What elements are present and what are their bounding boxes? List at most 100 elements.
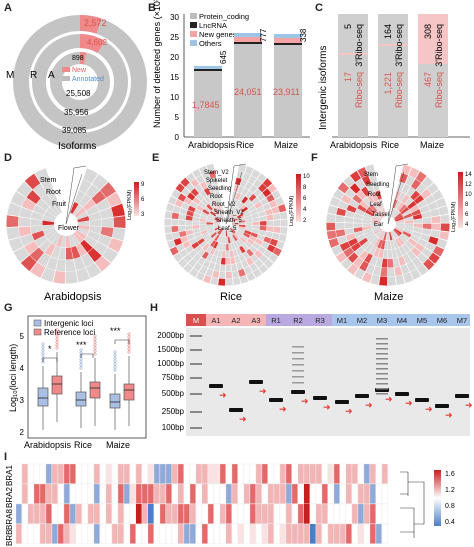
box-outlier [41, 351, 45, 355]
circos-cell [335, 252, 348, 264]
circos-cell [266, 244, 276, 253]
circos-cell [230, 257, 236, 265]
circos-cell [392, 239, 399, 249]
panel-d-circos: Stem Root Fruit Flower Log₂(FPKM) 9 6 3 … [6, 165, 145, 302]
circos-cell [206, 253, 213, 262]
circos-cell [371, 221, 381, 224]
top-label-rice: 3'Ribo-seq [394, 24, 404, 67]
heatmap-cell [105, 523, 112, 544]
band-arrow-icon: ➜ [345, 406, 353, 416]
circos-cell [245, 218, 253, 223]
circos-cell [231, 221, 239, 224]
box-outlier [41, 342, 45, 346]
circos-cell [179, 249, 189, 258]
circos-cell [335, 229, 346, 238]
circos-cell [377, 209, 384, 218]
circos-cell [238, 224, 246, 228]
circos-cell [77, 224, 90, 231]
circos-cell [71, 245, 81, 259]
circos-cell [41, 179, 54, 194]
circos-cell [232, 270, 240, 279]
heatmap-cell [177, 483, 184, 504]
heatmap-cell [57, 463, 64, 484]
heatmap-cell [117, 523, 124, 544]
circos-cell [203, 187, 211, 196]
circos-cell [46, 207, 58, 218]
heatmap-cell [27, 483, 34, 504]
circos-cell [407, 250, 417, 261]
circos-cell [30, 262, 46, 278]
circos-cell [72, 204, 83, 216]
heatmap-cell [237, 463, 244, 484]
bar-label-rice: 24,051 [234, 87, 262, 97]
gel-smear [292, 364, 304, 366]
heatmap-cell [255, 503, 262, 524]
legend-tick-f: 8 [465, 202, 469, 208]
heatmap-cell [165, 483, 172, 504]
lane-label: A1 [211, 316, 220, 325]
heatmap-cell [51, 483, 58, 504]
circos-cell [76, 267, 91, 283]
circos-cell [173, 237, 182, 246]
gel-smear [376, 363, 388, 365]
circos-cell [413, 223, 423, 229]
bar-rice-protein [234, 44, 262, 137]
heatmap-cell [297, 523, 304, 544]
circos-dendrogram [65, 165, 87, 225]
heatmap-legend-tick: 0.4 [445, 519, 455, 526]
circos-cell [264, 259, 274, 269]
box-outlier [79, 366, 83, 370]
circos-cell [85, 184, 100, 199]
circos-cell [193, 212, 201, 218]
circos-cell [249, 245, 258, 254]
heatmap-cell [267, 523, 274, 544]
heatmap-cell [33, 503, 40, 524]
circos-cell [83, 199, 96, 211]
circos-cell [379, 276, 388, 286]
panel-label-b: B [148, 2, 156, 14]
circos-cell [275, 196, 285, 206]
heatmap-cell [45, 503, 52, 524]
circos-cell [240, 179, 248, 188]
circos-cell [44, 243, 56, 257]
heatmap-cell [315, 523, 322, 544]
circos-cell [226, 278, 233, 286]
bar-label-maize: 23,911 [273, 87, 300, 97]
gel-band [269, 398, 283, 402]
heatmap-cell [285, 483, 292, 504]
circos-cell [51, 245, 61, 259]
box-outlier [113, 359, 117, 363]
circos-cell [381, 207, 387, 217]
circos-cell [232, 199, 238, 207]
new-value-a: 898 [72, 55, 84, 62]
heatmap-cell [57, 523, 64, 544]
circos-cell [235, 177, 242, 186]
heatmap-cell [123, 503, 130, 524]
circos-cell [384, 240, 388, 250]
legend-others: Others [199, 39, 222, 48]
ladder-band [190, 363, 202, 365]
circos-cell [266, 220, 274, 226]
heatmap-cell [148, 504, 154, 524]
heatmap-cell [309, 483, 316, 504]
heatmap-cell [141, 483, 148, 504]
ladder-label: 750bp [162, 373, 185, 382]
circos-cell [337, 235, 348, 245]
gel-band [415, 398, 429, 402]
top-value-arabidopsis: 5 [343, 24, 353, 29]
circos-cell [179, 230, 187, 238]
circos-cell [438, 205, 449, 216]
circos-cell [230, 227, 236, 234]
lane-label: M2 [357, 316, 367, 325]
circos-cell [251, 213, 259, 219]
heatmap-cell [45, 483, 52, 504]
circos-cell [42, 220, 55, 226]
box-outlier [113, 368, 117, 372]
circos-cell [248, 193, 257, 202]
heatmap-cell [159, 523, 166, 544]
tissue-spikelet: Spikelet [206, 178, 228, 184]
circos-cell [343, 176, 355, 188]
heatmap-cell [213, 483, 220, 504]
circos-cell [219, 271, 226, 279]
circos-cell [183, 197, 193, 205]
